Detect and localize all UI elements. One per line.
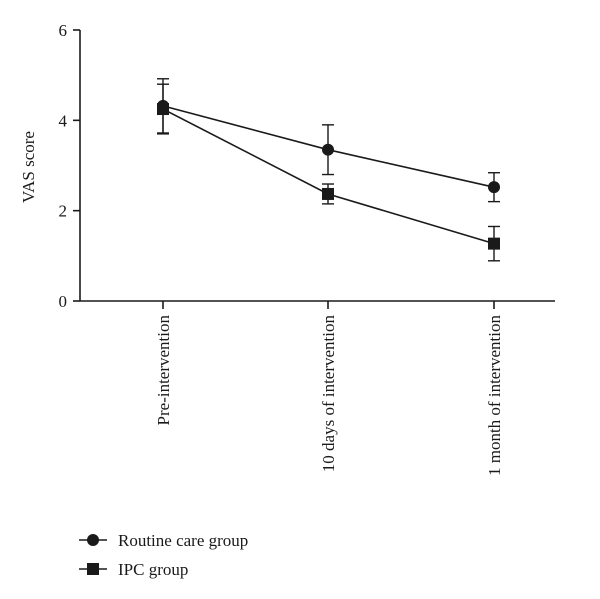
- legend-label: Routine care group: [118, 531, 248, 550]
- data-point-circle: [488, 181, 500, 194]
- legend-marker-square: [87, 563, 99, 575]
- axes: [79, 30, 555, 302]
- y-tick-label: 2: [59, 202, 68, 221]
- y-axis-title: VAS score: [19, 131, 38, 203]
- x-tick-label: 1 month of intervention: [485, 315, 504, 477]
- y-tick-label: 0: [59, 292, 68, 311]
- series-ipc: [157, 83, 500, 262]
- series-layer: [157, 78, 500, 262]
- data-point-square: [488, 237, 500, 250]
- legend: Routine care group IPC group: [79, 531, 248, 579]
- data-point-square: [157, 103, 169, 116]
- data-point-circle: [322, 143, 334, 156]
- x-ticks: Pre-intervention 10 days of intervention 1…: [154, 301, 504, 476]
- series-routine-care: [157, 78, 500, 203]
- legend-label: IPC group: [118, 560, 188, 579]
- x-tick-label: 10 days of intervention: [319, 315, 338, 473]
- y-ticks: 0 2 4 6: [59, 21, 80, 311]
- legend-marker-circle: [87, 534, 99, 546]
- data-point-square: [322, 187, 334, 200]
- x-tick-label: Pre-intervention: [154, 315, 173, 426]
- y-tick-label: 6: [59, 21, 68, 40]
- y-tick-label: 4: [59, 111, 68, 130]
